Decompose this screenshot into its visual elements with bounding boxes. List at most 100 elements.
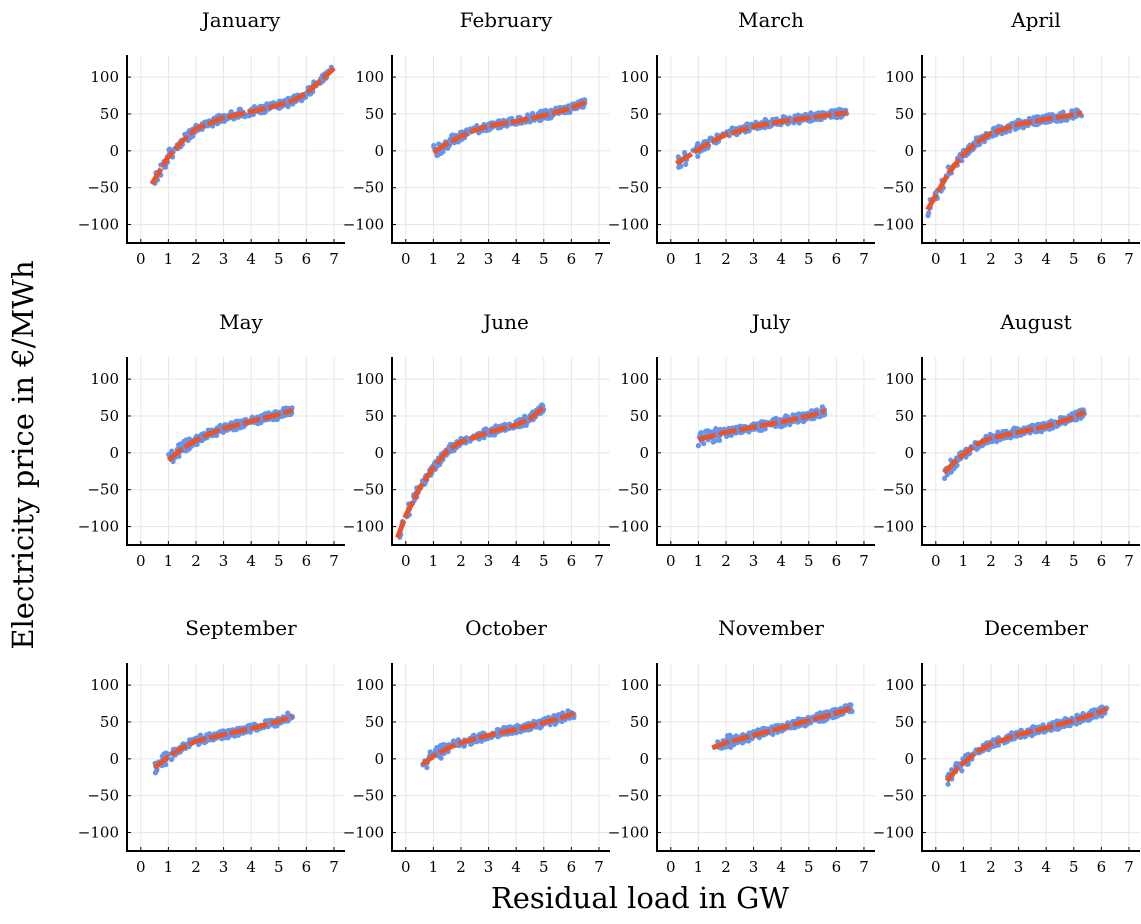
- x-tick-label: 4: [246, 858, 256, 876]
- y-tick-label: 50: [100, 105, 119, 123]
- x-tick-label: 5: [1069, 858, 1079, 876]
- x-tick-label: 6: [302, 552, 312, 570]
- x-tick-label: 0: [401, 250, 411, 268]
- x-tick-label: 2: [721, 552, 731, 570]
- x-tick-label: 2: [191, 552, 201, 570]
- x-tick-label: 7: [594, 552, 604, 570]
- x-tick-label: 6: [567, 858, 577, 876]
- y-tick-label: 100: [620, 676, 649, 694]
- x-tick-label: 0: [931, 250, 941, 268]
- data-point: [945, 781, 951, 787]
- x-tick-label: 2: [191, 858, 201, 876]
- x-tick-label: 4: [1041, 250, 1051, 268]
- x-tick-label: 1: [164, 858, 174, 876]
- scatter-points: [152, 64, 335, 186]
- x-tick-label: 1: [429, 858, 439, 876]
- x-tick-label: 7: [329, 250, 339, 268]
- panel-title: June: [481, 310, 529, 334]
- x-tick-label: 4: [511, 858, 521, 876]
- x-tick-label: 6: [832, 552, 842, 570]
- y-tick-label: −50: [352, 787, 384, 805]
- y-tick-label: −50: [87, 481, 119, 499]
- fit-curve: [697, 408, 827, 443]
- x-tick-label: 1: [694, 552, 704, 570]
- data-point: [780, 114, 786, 120]
- x-tick-label: 5: [539, 552, 549, 570]
- data-point: [683, 161, 689, 167]
- scatter-points: [925, 107, 1085, 219]
- y-tick-label: 50: [365, 105, 384, 123]
- x-tick-label: 3: [484, 250, 494, 268]
- x-tick-label: 3: [219, 552, 229, 570]
- x-tick-label: 1: [694, 858, 704, 876]
- data-point: [820, 412, 826, 418]
- x-tick-label: 5: [274, 552, 284, 570]
- y-tick-label: −100: [78, 518, 119, 536]
- y-tick-label: −50: [882, 179, 914, 197]
- y-tick-label: −100: [343, 216, 384, 234]
- data-point: [1039, 429, 1045, 435]
- x-tick-label: 7: [859, 858, 869, 876]
- x-tick-label: 7: [594, 250, 604, 268]
- x-tick-label: 7: [859, 552, 869, 570]
- x-tick-label: 7: [329, 552, 339, 570]
- fit-curve: [153, 713, 294, 770]
- y-tick-label: 50: [630, 713, 649, 731]
- data-point: [790, 412, 796, 418]
- x-tick-label: 3: [484, 552, 494, 570]
- x-tick-label: 5: [539, 250, 549, 268]
- y-tick-label: 100: [90, 676, 119, 694]
- x-tick-label: 5: [804, 250, 814, 268]
- x-tick-label: 3: [219, 250, 229, 268]
- y-tick-label: 100: [90, 370, 119, 388]
- x-tick-label: 7: [594, 858, 604, 876]
- data-point: [787, 422, 793, 428]
- y-tick-label: −100: [78, 824, 119, 842]
- y-tick-label: 100: [355, 68, 384, 86]
- y-tick-label: 50: [365, 713, 384, 731]
- x-tick-label: 3: [749, 250, 759, 268]
- y-tick-label: 0: [374, 142, 384, 160]
- scatter-points: [431, 97, 588, 159]
- panel-title: August: [999, 310, 1071, 334]
- x-tick-label: 3: [749, 858, 759, 876]
- x-tick-label: 3: [1014, 250, 1024, 268]
- x-tick-label: 0: [136, 552, 146, 570]
- x-tick-label: 2: [986, 250, 996, 268]
- data-point: [717, 437, 723, 443]
- y-tick-label: −100: [873, 216, 914, 234]
- data-point: [836, 106, 843, 112]
- x-tick-label: 2: [721, 858, 731, 876]
- y-tick-label: 50: [365, 407, 384, 425]
- x-tick-label: 1: [959, 858, 969, 876]
- fit-curve: [432, 99, 587, 155]
- y-tick-label: 100: [885, 68, 914, 86]
- data-point: [995, 429, 1001, 435]
- y-tick-label: 0: [904, 444, 914, 462]
- data-point: [795, 112, 801, 118]
- y-tick-label: 100: [90, 68, 119, 86]
- y-tick-label: −100: [78, 216, 119, 234]
- y-tick-label: −50: [882, 787, 914, 805]
- x-tick-label: 2: [456, 858, 466, 876]
- x-tick-label: 7: [1124, 552, 1134, 570]
- y-tick-label: 100: [620, 370, 649, 388]
- x-tick-label: 7: [1124, 858, 1134, 876]
- data-point: [942, 475, 948, 481]
- y-tick-label: 100: [885, 676, 914, 694]
- data-point: [179, 441, 185, 447]
- x-tick-label: 7: [1124, 250, 1134, 268]
- data-point: [169, 756, 175, 762]
- data-point: [695, 141, 701, 147]
- y-tick-label: 100: [620, 68, 649, 86]
- x-tick-label: 0: [136, 250, 146, 268]
- fit-curve: [166, 407, 294, 463]
- y-tick-label: −50: [87, 179, 119, 197]
- panel-title: May: [219, 310, 263, 334]
